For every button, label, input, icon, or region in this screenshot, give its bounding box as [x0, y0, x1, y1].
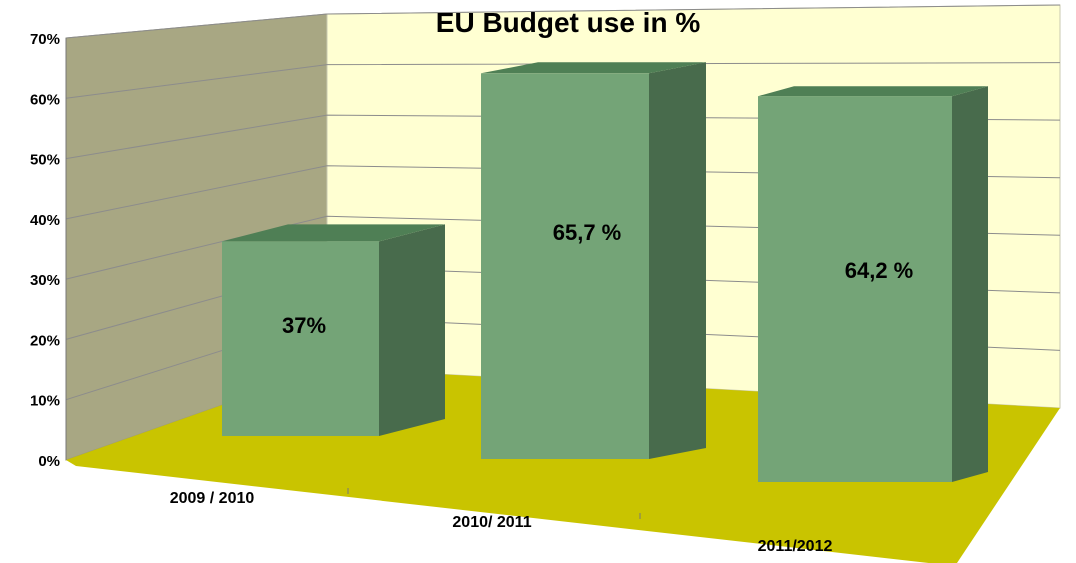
bar-side	[379, 224, 445, 436]
y-tick-label: 20%	[30, 332, 60, 349]
data-labels: 37% 65,7 % 64,2 %	[282, 220, 913, 338]
x-category-label: 2010/ 2011	[452, 514, 531, 531]
bar-front	[222, 241, 379, 436]
y-tick-label: 30%	[30, 272, 60, 289]
y-tick-label: 60%	[30, 91, 60, 108]
y-tick-label: 10%	[30, 393, 60, 410]
bar-front	[481, 73, 649, 459]
data-label: 37%	[282, 313, 326, 338]
x-category-label: 2009 / 2010	[170, 490, 255, 507]
y-tick-label: 40%	[30, 212, 60, 229]
data-label: 64,2 %	[845, 258, 914, 283]
y-axis-ticks: 0% 10% 20% 30% 40% 50% 60% 70%	[30, 31, 60, 470]
bar-top	[758, 86, 988, 97]
chart-title: EU Budget use in %	[436, 7, 701, 38]
bar	[481, 62, 706, 460]
gridline	[65, 4, 1061, 39]
bar	[758, 86, 988, 483]
data-label: 65,7 %	[553, 220, 622, 245]
bar-front	[758, 96, 952, 483]
bar	[222, 224, 445, 436]
bars	[222, 62, 988, 483]
y-tick-label: 0%	[38, 453, 60, 470]
bar-top	[222, 224, 445, 242]
bar-side	[952, 86, 988, 482]
x-category-label: 2011/2012	[758, 538, 833, 555]
gridline	[65, 62, 1061, 99]
y-tick-label: 70%	[30, 31, 60, 48]
bar-top	[481, 62, 706, 74]
x-axis-categories: 2009 / 2010 2010/ 2011 2011/2012	[170, 488, 833, 555]
y-tick-label: 50%	[30, 152, 60, 169]
bar-side	[649, 62, 706, 460]
